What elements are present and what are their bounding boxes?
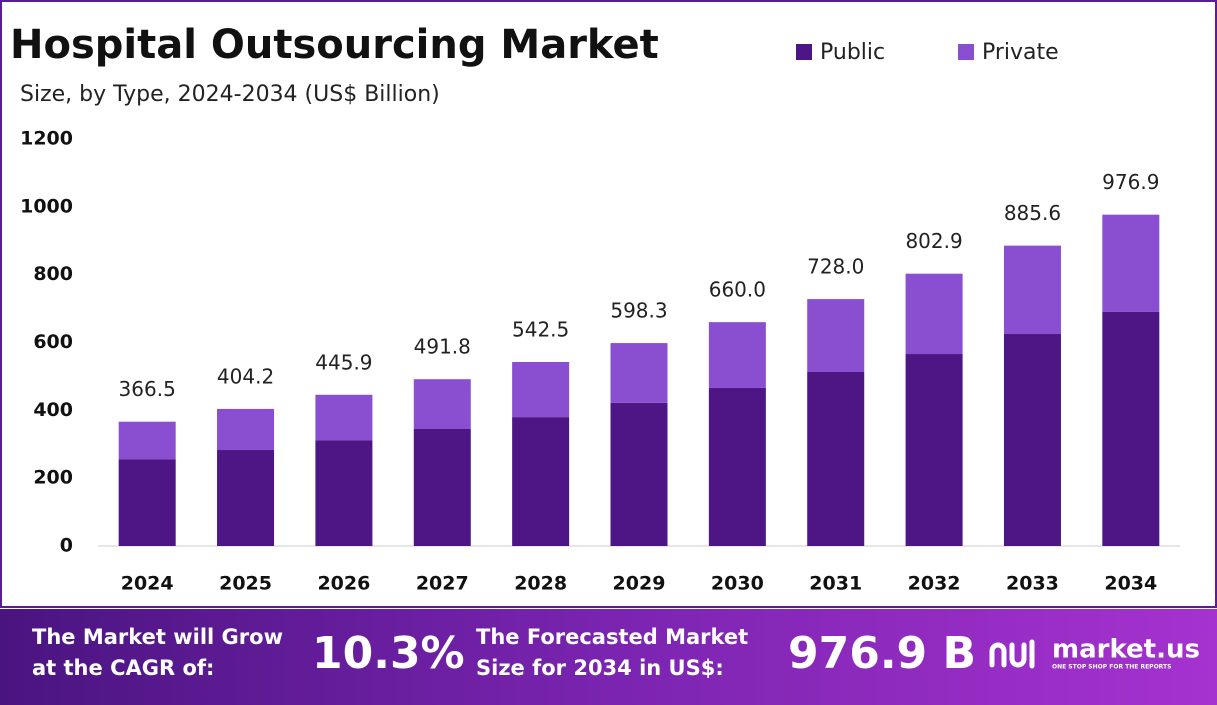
bar-segment <box>413 428 471 546</box>
x-tick-label: 2027 <box>416 573 469 595</box>
bar-segment <box>807 299 865 373</box>
total-label: 598.3 <box>610 299 667 323</box>
y-tick-label: 600 <box>33 331 73 353</box>
x-tick-label: 2024 <box>121 573 174 595</box>
bar-segment <box>1003 245 1061 335</box>
total-label: 885.6 <box>1004 201 1061 225</box>
bar-segment <box>315 394 373 441</box>
x-tick-label: 2026 <box>317 573 370 595</box>
bar-segment <box>1003 334 1061 546</box>
bar-segment <box>315 440 373 546</box>
total-label: 404.2 <box>217 364 274 388</box>
bar-segment <box>905 273 963 355</box>
total-label: 366.5 <box>119 377 176 401</box>
bar-segment <box>512 417 570 546</box>
bar-segment <box>512 362 570 418</box>
legend-swatch <box>958 44 974 60</box>
forecast-value: 976.9 B <box>788 628 976 679</box>
total-label: 802.9 <box>905 229 962 253</box>
bar-segment <box>905 354 963 546</box>
legend-swatch <box>796 44 812 60</box>
x-tick-label: 2033 <box>1006 573 1059 595</box>
bar-segment <box>610 402 668 546</box>
x-tick-label: 2032 <box>908 573 961 595</box>
brand-name: market.us <box>1052 635 1200 665</box>
bar-segment <box>217 450 275 546</box>
total-label: 542.5 <box>512 318 569 342</box>
x-tick-label: 2030 <box>711 573 764 595</box>
x-tick-label: 2025 <box>219 573 272 595</box>
chart-title: Hospital Outsourcing Market <box>10 22 659 68</box>
y-tick-label: 800 <box>33 263 73 285</box>
bar-segment <box>708 322 766 388</box>
bar-segment <box>118 459 176 546</box>
legend-label: Private <box>982 40 1059 65</box>
x-tick-label: 2028 <box>514 573 567 595</box>
total-label: 660.0 <box>709 278 766 302</box>
bar-segment <box>217 408 275 451</box>
chart-subtitle: Size, by Type, 2024-2034 (US$ Billion) <box>20 82 440 107</box>
footer-text: at the CAGR of: <box>32 656 214 680</box>
bar-segment <box>610 343 668 403</box>
total-label: 445.9 <box>315 350 372 374</box>
legend-label: Public <box>820 40 885 65</box>
y-tick-label: 1000 <box>20 195 73 217</box>
x-tick-label: 2031 <box>809 573 862 595</box>
bar-segment <box>118 421 176 460</box>
y-tick-label: 0 <box>60 535 73 557</box>
y-tick-label: 1200 <box>20 128 73 150</box>
cagr-value: 10.3% <box>312 628 465 679</box>
bar-segment <box>1102 214 1160 312</box>
bar-segment <box>807 372 865 546</box>
x-tick-label: 2029 <box>613 573 666 595</box>
x-tick-label: 2034 <box>1104 573 1157 595</box>
total-label: 976.9 <box>1102 170 1159 194</box>
brand-logo <box>989 639 1035 669</box>
bar-segment <box>1102 311 1160 546</box>
y-tick-label: 400 <box>33 399 73 421</box>
bar-segment <box>708 387 766 546</box>
total-label: 491.8 <box>414 335 471 359</box>
brand-tagline: ONE STOP SHOP FOR THE REPORTS <box>1052 664 1171 671</box>
footer-text: The Market will Grow <box>32 625 283 649</box>
bar-segment <box>413 379 471 429</box>
footer-text: Size for 2034 in US$: <box>476 656 724 680</box>
footer-text: The Forecasted Market <box>476 625 748 649</box>
y-tick-label: 200 <box>33 467 73 489</box>
total-label: 728.0 <box>807 255 864 279</box>
